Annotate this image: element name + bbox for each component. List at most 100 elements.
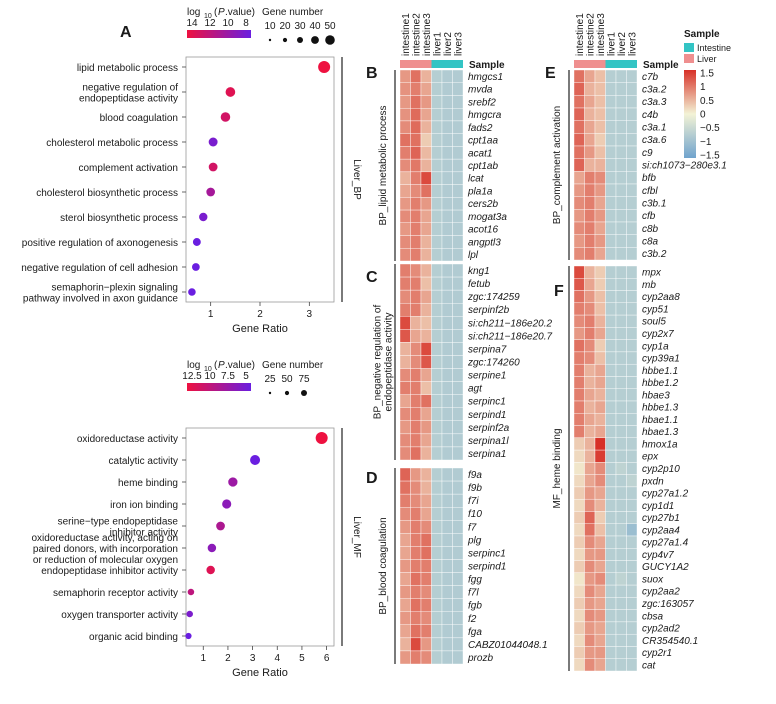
heatmap-cell bbox=[584, 95, 596, 109]
heatmap-cell bbox=[605, 388, 617, 402]
data-point bbox=[225, 87, 236, 97]
heatmap-cell bbox=[420, 520, 432, 534]
heatmap-cell bbox=[615, 498, 627, 512]
sample-annotation-cell bbox=[431, 60, 442, 68]
heatmap-cell bbox=[441, 342, 453, 356]
size-tick-label: 25 bbox=[264, 374, 276, 385]
heatmap-cell bbox=[584, 462, 596, 475]
gene-label: f9a bbox=[468, 470, 482, 481]
gene-label: c3a.3 bbox=[642, 97, 667, 108]
heatmap-cell bbox=[605, 486, 617, 500]
heatmap-cell bbox=[605, 474, 617, 488]
heatmap-cell bbox=[399, 467, 411, 482]
size-legend-title: Gene number bbox=[262, 7, 324, 18]
heatmap-cell bbox=[452, 520, 464, 534]
heatmap-cell bbox=[410, 493, 422, 508]
x-tick-label: 4 bbox=[274, 653, 280, 664]
heatmap-cell bbox=[594, 82, 606, 96]
data-point bbox=[186, 610, 193, 618]
heatmap-cell bbox=[615, 69, 627, 83]
color-legend-title-paren: ( bbox=[214, 7, 218, 18]
heatmap-cell bbox=[452, 467, 464, 482]
heatmap-cell bbox=[441, 263, 453, 278]
heatmap-cell bbox=[626, 388, 638, 402]
heatmap-cell bbox=[584, 425, 596, 439]
heatmap-cell bbox=[431, 276, 443, 291]
gene-label: c3a.1 bbox=[642, 123, 666, 134]
heatmap-cell bbox=[584, 278, 596, 291]
group-legend-title: Sample bbox=[684, 29, 720, 40]
panel-letter: A bbox=[120, 24, 132, 41]
heatmap-cell bbox=[594, 437, 606, 451]
panel-letter: E bbox=[545, 65, 556, 82]
size-legend-title: Gene number bbox=[262, 360, 324, 371]
x-tick-label: 6 bbox=[324, 653, 330, 664]
color-legend-title-sub: 10 bbox=[204, 366, 212, 373]
heatmap-cell bbox=[410, 585, 422, 599]
heatmap-cell bbox=[605, 145, 617, 159]
gene-label: serpine1 bbox=[468, 371, 506, 382]
heatmap-cell bbox=[420, 107, 432, 122]
sample-label: intestine1 bbox=[401, 13, 412, 56]
heatmap-cell bbox=[420, 133, 432, 147]
gene-label: cyp27a1.4 bbox=[642, 538, 689, 549]
sample-annotation-cell bbox=[452, 60, 463, 68]
color-tick-label: 8 bbox=[243, 18, 249, 29]
heatmap-cell bbox=[594, 584, 606, 598]
sample-annotation-cell bbox=[605, 60, 616, 68]
heatmap-cell bbox=[615, 597, 627, 610]
data-point bbox=[208, 162, 218, 172]
heatmap-cell bbox=[452, 235, 464, 249]
heatmap-cell bbox=[605, 560, 617, 574]
gene-label: si:ch211−186e20.2 bbox=[468, 318, 552, 329]
color-legend-title-rest: .value) bbox=[225, 360, 255, 371]
gene-label: si:ch1073−280e3.1 bbox=[642, 161, 727, 172]
gene-label: cyp1d1 bbox=[642, 501, 674, 512]
heatmap-cell bbox=[584, 196, 596, 210]
gene-label: agt bbox=[468, 384, 483, 395]
heatmap-cell bbox=[399, 572, 411, 586]
heatmap-cell bbox=[431, 355, 443, 369]
heatmap-cell bbox=[410, 446, 422, 461]
gene-label: cyp2aa4 bbox=[642, 525, 680, 536]
gene-label: cyp2aa2 bbox=[642, 587, 680, 598]
gene-label: cyp27b1 bbox=[642, 513, 680, 524]
heatmap-cell bbox=[441, 120, 453, 134]
heatmap-cell bbox=[410, 95, 422, 109]
heatmap-cell bbox=[594, 363, 606, 377]
heatmap-cell bbox=[615, 107, 627, 121]
heat-tick-label: −0.5 bbox=[700, 123, 720, 134]
heatmap-cell bbox=[420, 158, 432, 173]
size-legend-dot bbox=[284, 390, 290, 396]
gene-label: acot16 bbox=[468, 225, 498, 236]
heatmap-cell bbox=[594, 535, 606, 549]
heatmap-cell bbox=[626, 145, 638, 159]
gene-label: cyp2r1 bbox=[642, 648, 672, 659]
heatmap-cell bbox=[615, 351, 627, 365]
gene-label: fgb bbox=[468, 601, 482, 612]
heatmap-cell bbox=[431, 533, 443, 547]
heatmap-cell bbox=[420, 209, 432, 223]
heatmap-cell bbox=[584, 535, 596, 549]
heatmap-cell bbox=[605, 69, 617, 83]
size-tick-label: 40 bbox=[309, 21, 321, 32]
heatmap-cell bbox=[441, 355, 453, 369]
x-axis-label: Gene Ratio bbox=[232, 323, 288, 335]
heatmap-cell bbox=[584, 82, 596, 96]
heatmap-cell bbox=[573, 209, 585, 223]
gene-label: si:ch211−186e20.7 bbox=[468, 331, 552, 342]
heatmap-cell bbox=[420, 407, 432, 422]
heatmap-cell bbox=[452, 184, 464, 198]
heatmap-cell bbox=[573, 95, 585, 109]
category-label: semaphorin receptor activity bbox=[53, 588, 178, 599]
heatmap-cell bbox=[573, 535, 585, 549]
category-label: heme binding bbox=[118, 478, 178, 489]
heatmap-cell bbox=[584, 572, 596, 586]
gene-label: zgc:174259 bbox=[467, 292, 520, 303]
annotation-title: Sample bbox=[469, 60, 505, 71]
gene-label: hbbe1.1 bbox=[642, 366, 678, 377]
gene-label: cers2b bbox=[468, 199, 498, 210]
heatmap-cell bbox=[399, 520, 411, 534]
data-point bbox=[185, 632, 192, 640]
